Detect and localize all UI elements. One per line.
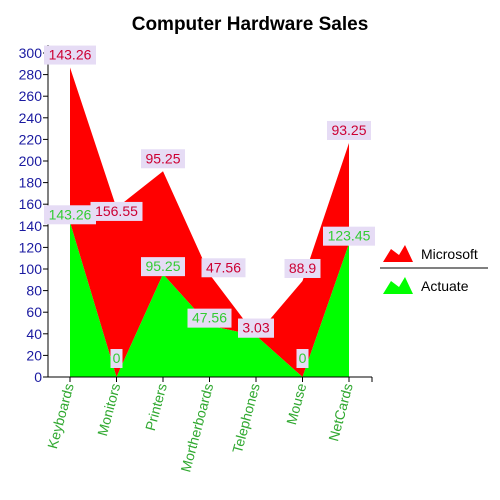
y-tick-label: 40 — [26, 326, 42, 342]
y-tick-label: 260 — [19, 88, 43, 104]
data-label-background — [284, 258, 321, 278]
data-label-text: 0 — [299, 350, 307, 366]
x-tick-label: Monitors — [94, 382, 123, 438]
legend-label: Actuate — [421, 278, 469, 294]
data-label-background — [44, 205, 96, 225]
x-axis: Keyboards Monitors Printers Mortherboards Te… — [44, 376, 373, 474]
data-label-text: 47.56 — [192, 310, 227, 326]
data-label-actuate: 123.45 — [323, 226, 375, 246]
y-tick-label: 220 — [19, 131, 43, 147]
data-label-text: 93.25 — [331, 122, 366, 138]
data-label-background — [141, 149, 185, 169]
x-tick-label: Telephones — [229, 382, 263, 455]
data-label-microsoft: 156.55 — [90, 201, 143, 221]
data-label-background — [323, 226, 375, 246]
data-label-background — [327, 120, 371, 140]
y-tick-label: 120 — [19, 239, 43, 255]
data-label-text: 88.9 — [289, 260, 316, 276]
y-tick-label: 160 — [19, 196, 43, 212]
y-tick-label: 20 — [26, 347, 42, 363]
y-axis: 0 20 40 60 80 100 120 140 160 180 200 220 240 260 280 3… — [19, 45, 49, 385]
data-label-text: 95.25 — [145, 150, 180, 166]
legend-item-microsoft: Microsoft — [383, 245, 478, 262]
data-label-text: 95.25 — [145, 258, 180, 274]
data-label-text: 47.56 — [206, 259, 241, 275]
data-label-background — [296, 349, 309, 368]
data-label-background — [238, 318, 274, 338]
x-tick-label: Mouse — [283, 381, 309, 426]
data-label-background — [201, 258, 246, 278]
data-label-actuate: 0 — [110, 349, 123, 368]
legend-item-actuate: Actuate — [383, 277, 469, 294]
legend-area-icon — [383, 245, 413, 262]
data-label-actuate: 95.25 — [141, 257, 185, 277]
y-tick-label: 60 — [26, 304, 42, 320]
data-label-background — [141, 257, 185, 277]
legend-area-icon — [383, 277, 413, 294]
data-label-text: 156.55 — [95, 203, 138, 219]
x-tick-label: Printers — [142, 382, 170, 433]
y-tick-label: 200 — [19, 153, 43, 169]
data-label-text: 143.26 — [49, 47, 92, 63]
legend-label: Microsoft — [421, 246, 478, 262]
y-tick-label: 140 — [19, 218, 43, 234]
y-tick-label: 180 — [19, 175, 43, 191]
data-label-text: 0 — [113, 350, 121, 366]
data-label-microsoft: 88.9 — [284, 258, 321, 278]
y-tick-label: 280 — [19, 67, 43, 83]
area-actuate — [70, 222, 349, 377]
data-label-microsoft: 93.25 — [327, 120, 371, 140]
y-tick-label: 100 — [19, 261, 43, 277]
area-microsoft — [70, 67, 349, 377]
data-label-background — [90, 201, 143, 221]
y-tick-label: 240 — [19, 110, 43, 126]
data-label-text: 143.26 — [49, 206, 92, 222]
data-label-microsoft: 95.25 — [141, 149, 185, 169]
x-tick-label: NetCards — [325, 382, 356, 443]
x-tick-label: Keyboards — [44, 382, 77, 451]
data-label-text: 3.03 — [242, 320, 269, 336]
legend: Microsoft Actuate — [380, 245, 488, 294]
data-label-microsoft: 47.56 — [201, 258, 246, 278]
y-tick-label: 80 — [26, 283, 42, 299]
data-label-microsoft: 143.26 — [44, 45, 96, 65]
data-label-background — [110, 349, 123, 368]
data-label-microsoft: 3.03 — [238, 318, 274, 338]
data-label-layer: 143.26095.2547.563.030123.45143.26156.55… — [44, 45, 375, 368]
data-label-actuate: 47.56 — [187, 308, 232, 328]
data-label-text: 123.45 — [328, 228, 371, 244]
data-label-actuate: 0 — [296, 349, 309, 368]
y-tick-label: 300 — [19, 45, 43, 61]
data-label-background — [44, 45, 96, 65]
y-tick-label: 0 — [34, 369, 42, 385]
data-label-background — [187, 308, 232, 328]
chart-title: Computer Hardware Sales — [132, 14, 369, 35]
data-label-actuate: 143.26 — [44, 205, 96, 225]
x-tick-label: Mortherboards — [177, 382, 216, 474]
area-layer — [70, 67, 349, 377]
